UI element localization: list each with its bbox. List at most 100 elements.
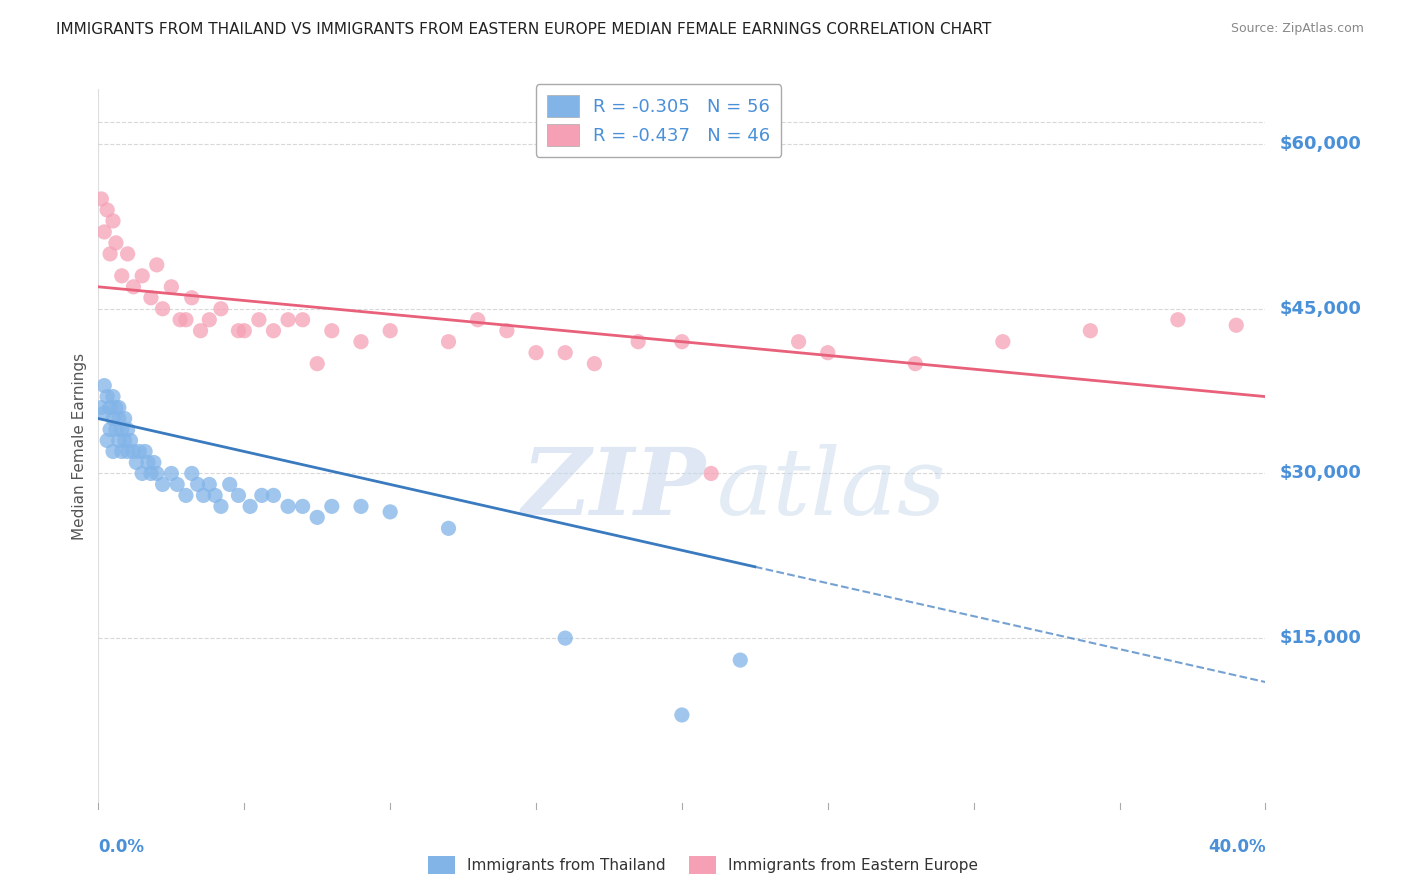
Point xyxy=(152,301,174,316)
Point xyxy=(467,312,489,326)
Point xyxy=(262,324,284,338)
Point xyxy=(437,521,460,535)
Point xyxy=(104,235,127,250)
Point xyxy=(262,488,284,502)
Legend: Immigrants from Thailand, Immigrants from Eastern Europe: Immigrants from Thailand, Immigrants fro… xyxy=(422,850,984,880)
Point xyxy=(228,324,250,338)
Point xyxy=(160,280,183,294)
Point xyxy=(787,334,810,349)
Point xyxy=(120,434,142,448)
Point xyxy=(101,214,124,228)
Point xyxy=(554,631,576,645)
Point xyxy=(496,324,519,338)
Point xyxy=(350,500,373,514)
Point xyxy=(671,708,693,723)
Point xyxy=(111,444,134,458)
Point xyxy=(228,488,250,502)
Point xyxy=(152,477,174,491)
Point xyxy=(817,345,839,359)
Point xyxy=(125,455,148,469)
Point xyxy=(190,324,212,338)
Point xyxy=(90,401,112,415)
Point xyxy=(104,401,127,415)
Point xyxy=(104,423,127,437)
Point xyxy=(101,390,124,404)
Point xyxy=(1225,318,1247,333)
Point xyxy=(166,477,188,491)
Point xyxy=(380,505,402,519)
Point xyxy=(198,477,221,491)
Point xyxy=(187,477,209,491)
Point xyxy=(307,357,329,371)
Point xyxy=(146,467,169,481)
Point xyxy=(90,192,112,206)
Text: 40.0%: 40.0% xyxy=(1208,838,1265,856)
Point xyxy=(180,467,202,481)
Point xyxy=(128,444,150,458)
Point xyxy=(209,301,232,316)
Point xyxy=(247,312,270,326)
Point xyxy=(554,345,576,359)
Point xyxy=(98,247,121,261)
Point xyxy=(93,225,115,239)
Text: atlas: atlas xyxy=(717,444,946,533)
Point xyxy=(204,488,226,502)
Point xyxy=(108,401,131,415)
Point xyxy=(160,467,183,481)
Point xyxy=(524,345,547,359)
Text: ZIP: ZIP xyxy=(522,444,706,533)
Point xyxy=(250,488,273,502)
Point xyxy=(730,653,752,667)
Text: 0.0%: 0.0% xyxy=(98,838,145,856)
Point xyxy=(146,258,169,272)
Point xyxy=(239,500,262,514)
Point xyxy=(117,423,139,437)
Point xyxy=(117,444,139,458)
Point xyxy=(108,411,131,425)
Point xyxy=(114,434,136,448)
Point xyxy=(380,324,402,338)
Point xyxy=(321,324,343,338)
Point xyxy=(277,312,299,326)
Point xyxy=(101,411,124,425)
Text: $15,000: $15,000 xyxy=(1279,629,1361,647)
Point xyxy=(122,444,145,458)
Point xyxy=(583,357,606,371)
Point xyxy=(93,406,115,420)
Point xyxy=(96,202,118,217)
Point xyxy=(96,434,118,448)
Point xyxy=(291,500,314,514)
Text: IMMIGRANTS FROM THAILAND VS IMMIGRANTS FROM EASTERN EUROPE MEDIAN FEMALE EARNING: IMMIGRANTS FROM THAILAND VS IMMIGRANTS F… xyxy=(56,22,991,37)
Point xyxy=(101,444,124,458)
Point xyxy=(627,334,650,349)
Point xyxy=(437,334,460,349)
Point xyxy=(277,500,299,514)
Point xyxy=(1167,312,1189,326)
Point xyxy=(169,312,191,326)
Point xyxy=(193,488,215,502)
Point xyxy=(991,334,1014,349)
Point xyxy=(96,390,118,404)
Y-axis label: Median Female Earnings: Median Female Earnings xyxy=(72,352,87,540)
Point xyxy=(131,268,153,283)
Point xyxy=(136,455,159,469)
Point xyxy=(98,423,121,437)
Point xyxy=(93,378,115,392)
Point xyxy=(307,510,329,524)
Point xyxy=(122,280,145,294)
Legend: R = -0.305   N = 56, R = -0.437   N = 46: R = -0.305 N = 56, R = -0.437 N = 46 xyxy=(536,84,782,157)
Point xyxy=(218,477,240,491)
Point xyxy=(111,423,134,437)
Point xyxy=(904,357,927,371)
Point xyxy=(114,411,136,425)
Text: $30,000: $30,000 xyxy=(1279,465,1361,483)
Point xyxy=(98,401,121,415)
Point xyxy=(131,467,153,481)
Point xyxy=(350,334,373,349)
Point xyxy=(142,455,165,469)
Text: $45,000: $45,000 xyxy=(1279,300,1361,318)
Point xyxy=(180,291,202,305)
Point xyxy=(139,467,162,481)
Point xyxy=(671,334,693,349)
Point xyxy=(117,247,139,261)
